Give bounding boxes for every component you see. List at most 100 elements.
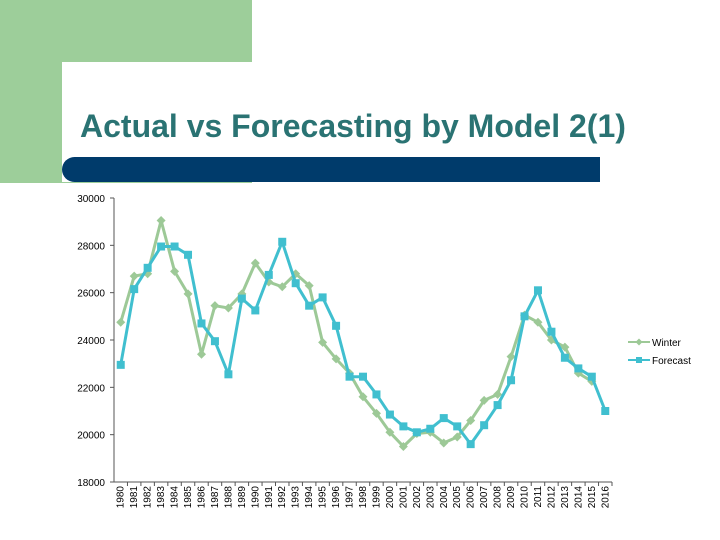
y-tick-label: 30000 [77, 194, 105, 205]
x-tick-label: 2013 [560, 486, 571, 509]
data-point [143, 263, 152, 272]
data-point [304, 281, 314, 291]
data-point [184, 250, 193, 259]
data-point [278, 237, 287, 246]
data-point [466, 440, 475, 449]
data-point [452, 432, 462, 442]
title-underline-bar [62, 157, 600, 182]
data-point [210, 301, 220, 311]
data-point [372, 390, 381, 399]
data-point [170, 266, 180, 276]
data-point [224, 370, 233, 379]
y-tick-label: 28000 [77, 241, 105, 252]
data-point [358, 392, 368, 402]
x-tick-label: 1983 [156, 486, 167, 509]
data-point [116, 317, 126, 327]
series-forecast [116, 237, 610, 449]
data-point [318, 337, 328, 347]
x-tick-label: 1986 [196, 486, 207, 509]
data-point [210, 337, 219, 346]
data-point [547, 327, 556, 336]
y-tick-label: 22000 [77, 383, 105, 394]
data-point [520, 312, 529, 321]
chart-axes: 18000 20000 22000 24000 26000 28000 30000 1980 1… [77, 194, 613, 509]
data-point [332, 321, 341, 330]
x-tick-label: 1992 [277, 486, 288, 509]
x-tick-label: 1996 [331, 486, 342, 509]
data-point [453, 422, 462, 431]
x-tick-label: 1984 [170, 486, 181, 509]
x-tick-label: 1982 [143, 486, 154, 509]
data-point [291, 279, 300, 288]
data-point [251, 306, 260, 315]
x-tick-label: 2002 [412, 486, 423, 509]
data-point [116, 360, 125, 369]
slide-title: Actual vs Forecasting by Model 2(1) [80, 108, 626, 144]
x-tick-label: 1991 [264, 486, 275, 509]
x-tick-label: 1993 [291, 486, 302, 509]
y-tick-label: 26000 [77, 289, 105, 300]
x-tick-label: 2005 [452, 486, 463, 509]
x-tick-label: 1994 [304, 486, 315, 509]
data-point [479, 395, 489, 405]
data-point [398, 442, 408, 451]
data-point [130, 285, 139, 294]
x-tick-label: 2016 [600, 486, 611, 509]
x-tick-label: 1987 [210, 486, 221, 509]
data-point [493, 389, 503, 399]
data-point [318, 293, 327, 302]
data-point [371, 408, 381, 418]
data-point [264, 270, 273, 279]
y-tick-label: 20000 [77, 431, 105, 442]
data-point [223, 303, 233, 313]
x-tick-label: 2009 [506, 486, 517, 509]
data-point [560, 353, 569, 362]
data-point [156, 215, 166, 225]
data-point [493, 401, 502, 410]
x-tick-label: 2007 [479, 486, 490, 509]
data-point [157, 242, 166, 251]
data-point [480, 421, 489, 430]
data-point [170, 242, 179, 251]
data-point [587, 372, 596, 381]
data-point [277, 282, 287, 292]
data-point [250, 258, 260, 268]
x-tick-label: 1988 [223, 486, 234, 509]
series-line-forecast [119, 240, 607, 446]
x-tick-label: 2000 [385, 486, 396, 509]
legend-marker [635, 338, 643, 346]
x-tick-label: 2014 [573, 486, 584, 509]
data-point [506, 352, 516, 362]
x-tick-label: 1990 [250, 486, 261, 509]
data-point [385, 427, 395, 437]
data-point [359, 372, 367, 381]
legend-label-forecast: Forecast [652, 356, 691, 367]
data-point [412, 428, 421, 437]
x-tick-label: 2012 [546, 486, 557, 509]
y-tick-label: 24000 [77, 336, 105, 347]
x-tick-label: 1997 [345, 486, 356, 509]
data-point [237, 294, 246, 303]
legend-marker [636, 357, 642, 363]
x-tick-label: 2006 [466, 486, 477, 509]
x-tick-label: 1980 [116, 486, 127, 509]
y-tick-label: 18000 [77, 478, 105, 489]
data-point [601, 407, 610, 415]
data-point [507, 376, 516, 385]
x-tick-label: 2001 [398, 486, 409, 509]
data-point [196, 349, 206, 359]
data-point [345, 372, 354, 381]
data-point [305, 301, 314, 310]
data-point [197, 319, 206, 328]
data-point [574, 364, 583, 373]
data-point [439, 414, 448, 423]
data-point [560, 342, 570, 352]
x-tick-label: 1999 [371, 486, 382, 509]
chart-series [116, 215, 610, 451]
x-tick-label: 2008 [493, 486, 504, 509]
data-point [533, 317, 543, 327]
series-line-winter [119, 219, 593, 448]
x-tick-label: 2010 [520, 486, 531, 509]
x-tick-label: 1985 [183, 486, 194, 509]
